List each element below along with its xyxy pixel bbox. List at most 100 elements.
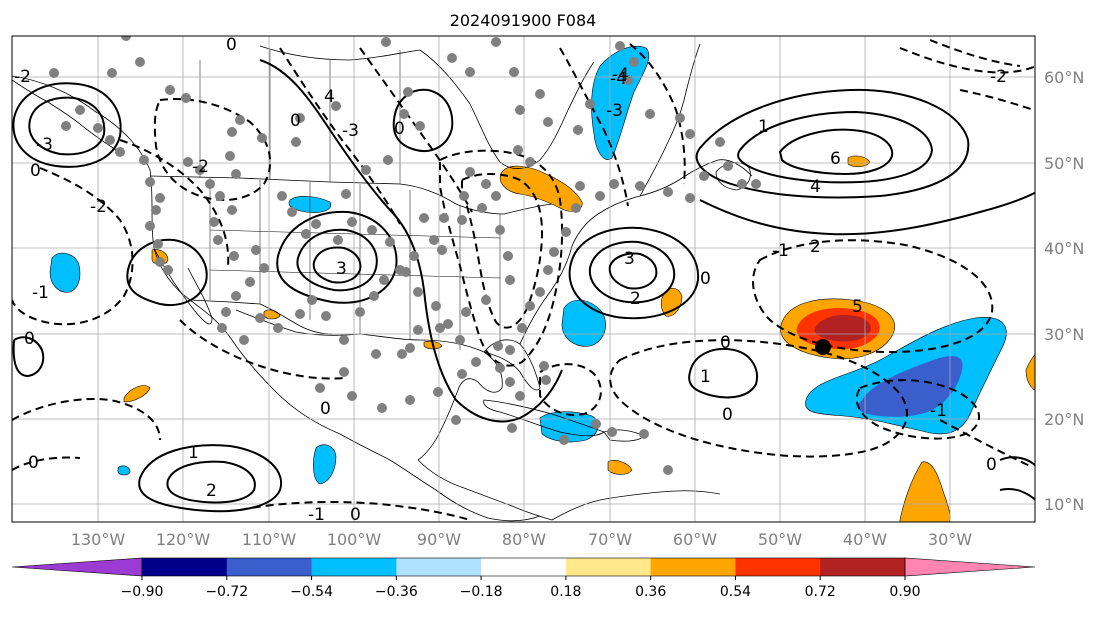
contour-mexico <box>126 238 208 306</box>
station-dot <box>513 145 523 155</box>
shaded-fields <box>49 46 1035 522</box>
colorbar-tick-label: −0.36 <box>375 584 418 600</box>
station-dot <box>369 291 379 301</box>
station-dot <box>151 205 161 215</box>
station-dot <box>699 171 709 181</box>
station-dot <box>183 157 193 167</box>
station-dot <box>405 395 415 405</box>
station-dot <box>291 137 301 147</box>
station-dot <box>61 121 71 131</box>
station-dot <box>371 349 381 359</box>
station-dot <box>155 257 165 267</box>
contour-low-canada <box>279 47 473 225</box>
colorbar-tick-label: 0.54 <box>720 584 751 600</box>
contour-jet-band-2 <box>699 191 1035 236</box>
contour-low-mid-atlantic <box>752 239 994 354</box>
station-dot <box>255 313 265 323</box>
station-dot <box>571 203 581 213</box>
station-dot <box>431 301 441 311</box>
station-dot <box>231 169 241 179</box>
station-dot <box>415 121 425 131</box>
contour-label: 0 <box>394 119 405 139</box>
arctic-coast <box>259 45 421 61</box>
contour-label: -2 <box>90 197 107 217</box>
station-dot <box>549 247 559 257</box>
station-dot <box>541 375 551 385</box>
contour-label: 4 <box>810 177 821 197</box>
contour-low-tropical-atlantic <box>609 339 908 458</box>
contour-low-pacific-2 <box>153 98 272 201</box>
station-dot <box>461 307 471 317</box>
station-dot <box>413 325 423 335</box>
station-dot <box>225 151 235 161</box>
station-dot <box>751 179 761 189</box>
lon-label: 30°W <box>928 530 972 549</box>
colorbar-tick-label: 0.90 <box>889 584 920 600</box>
colorbar-tick-label: −0.90 <box>121 584 164 600</box>
station-dot <box>235 115 245 125</box>
station-dot <box>509 67 519 77</box>
lon-label: 110°W <box>242 530 297 549</box>
contour-low-west-pacific <box>12 167 134 326</box>
baja-peninsula <box>153 247 213 325</box>
lon-label: 50°W <box>758 530 802 549</box>
colorbar-bin <box>142 558 228 576</box>
lat-label: 40°N <box>1044 239 1084 258</box>
contour-label: -1 <box>772 241 789 261</box>
colorbar-bin <box>735 558 821 576</box>
station-dot <box>121 36 131 41</box>
station-dot <box>675 113 685 123</box>
station-dot <box>685 129 695 139</box>
station-dot <box>347 217 357 227</box>
station-dot <box>459 191 469 201</box>
positive-anomaly-atlantic-west <box>660 287 683 317</box>
contour-low-caribbean <box>539 363 602 416</box>
station-dot <box>543 265 553 275</box>
gulf-coast <box>235 309 503 461</box>
station-dot <box>517 323 527 333</box>
station-dot <box>355 307 365 317</box>
station-dot <box>663 465 673 475</box>
station-dot <box>397 349 407 359</box>
station-dot <box>623 75 633 85</box>
positive-anomaly-small-5 <box>847 155 871 168</box>
contour-label: 0 <box>24 329 35 349</box>
station-dot <box>215 191 225 201</box>
station-dot <box>379 275 389 285</box>
contour-high-tropical <box>138 444 283 513</box>
lon-label: 90°W <box>417 530 461 549</box>
station-dot <box>231 291 241 301</box>
positive-anomaly-small-2 <box>123 385 151 403</box>
station-dot <box>439 213 449 223</box>
contour-label: 5 <box>852 297 863 317</box>
station-dot <box>433 387 443 397</box>
station-dot <box>163 265 173 275</box>
colorbar-bin <box>650 558 736 576</box>
contour-label: 0 <box>700 269 711 289</box>
station-dot <box>591 419 601 429</box>
contour-low-east-edge <box>929 39 1035 467</box>
station-dot <box>435 323 445 333</box>
negative-anomaly-pacific-south <box>313 444 337 485</box>
colorbar-frame <box>141 557 906 577</box>
station-dots <box>49 36 761 475</box>
station-dot <box>451 415 461 425</box>
contour-label: -3 <box>36 135 53 155</box>
contour-hudson-high <box>392 88 454 152</box>
lon-label: 130°W <box>71 530 126 549</box>
station-dot <box>273 323 283 333</box>
colorbar-tick-label: −0.18 <box>460 584 503 600</box>
station-dot <box>535 89 545 99</box>
station-dot <box>239 335 249 345</box>
negative-anomaly-small <box>117 465 131 476</box>
station-dot <box>477 203 487 213</box>
contour-low-canada-west <box>119 139 230 267</box>
station-dot <box>503 251 513 261</box>
colorbar-bin <box>565 558 652 576</box>
station-dot <box>465 67 475 77</box>
station-dot <box>115 147 125 157</box>
contour-high-tropical-inner <box>166 460 256 504</box>
lat-label: 30°N <box>1044 325 1084 344</box>
station-dot <box>195 165 205 175</box>
